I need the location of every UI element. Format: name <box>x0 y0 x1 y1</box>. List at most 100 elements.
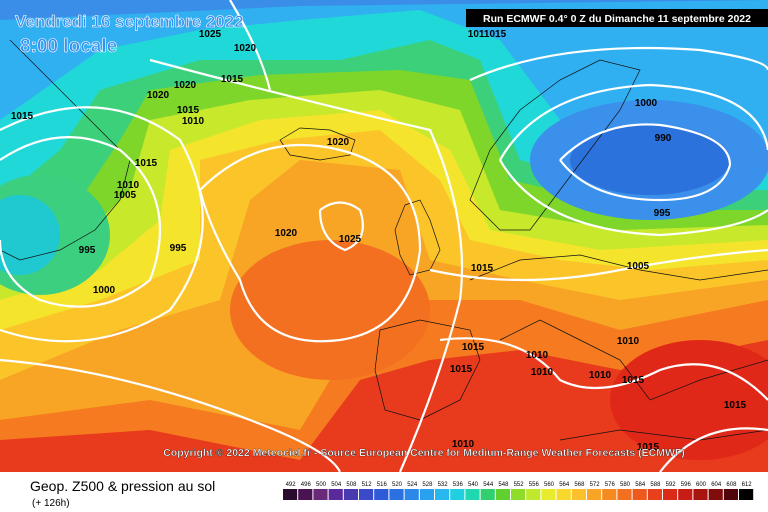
scale-swatch <box>571 489 586 500</box>
scale-label: 568 <box>574 482 585 488</box>
scale-swatch <box>450 489 465 500</box>
scale-label: 524 <box>407 482 418 488</box>
scale-label: 496 <box>301 482 312 488</box>
scale-label: 508 <box>346 482 357 488</box>
run-info: Run ECMWF 0.4° 0 Z du Dimanche 11 septem… <box>483 13 751 25</box>
isobar-labels: 1025102010110151015102010151020101510101… <box>11 29 747 453</box>
isobar-label: 1025 <box>339 234 362 245</box>
scale-label: 608 <box>726 482 737 488</box>
isobar-label: 1011015 <box>468 29 507 40</box>
scale-label: 612 <box>742 482 753 488</box>
scale-swatch <box>389 489 404 500</box>
isobar-label: 1015 <box>221 74 244 85</box>
scale-swatch <box>328 489 343 500</box>
isobar-label: 1015 <box>622 375 645 386</box>
scale-label: 532 <box>438 482 449 488</box>
scale-label: 572 <box>590 482 601 488</box>
isobar-label: 1005 <box>114 190 137 201</box>
scale-label: 584 <box>635 482 646 488</box>
scale-swatch <box>511 489 526 500</box>
scale-label: 592 <box>666 482 677 488</box>
isobar-label: 1015 <box>177 105 200 116</box>
isobar-label: 995 <box>654 208 671 219</box>
isobar-label: 995 <box>79 245 96 256</box>
isobar-label: 1000 <box>635 98 658 109</box>
scale-label: 588 <box>650 482 661 488</box>
scale-label: 576 <box>605 482 616 488</box>
footer-title: Geop. Z500 & pression au sol <box>30 478 215 494</box>
forecast-time: 8:00 locale <box>20 36 117 57</box>
scale-swatch <box>343 489 358 500</box>
isobar-label: 1015 <box>450 364 473 375</box>
scale-swatch <box>602 489 617 500</box>
isobars <box>0 0 768 473</box>
scale-label: 552 <box>514 482 525 488</box>
isobar-label: 1020 <box>327 137 350 148</box>
scale-swatch <box>495 489 510 500</box>
run-box <box>466 9 768 27</box>
scale-label: 528 <box>422 482 433 488</box>
scale-swatch <box>526 489 541 500</box>
copyright: Copyright © 2022 Meteociel.fr - Source E… <box>163 447 685 459</box>
scale-swatch <box>313 489 328 500</box>
scale-label: 596 <box>681 482 692 488</box>
scale-swatch <box>647 489 662 500</box>
isobar-label: 1010 <box>182 116 205 127</box>
scale-swatch <box>374 489 389 500</box>
scale-label: 500 <box>316 482 327 488</box>
forecast-date: Vendredi 16 septembre 2022 <box>15 12 244 31</box>
isobar-label: 1010 <box>617 336 640 347</box>
isobar-label: 995 <box>170 243 187 254</box>
scale-swatch <box>617 489 632 500</box>
isobar-label: 1025 <box>199 29 222 40</box>
scale-swatch <box>678 489 693 500</box>
scale-label: 512 <box>362 482 373 488</box>
scale-swatch <box>435 489 450 500</box>
isobar-label: 990 <box>655 133 672 144</box>
isobar-label: 1010 <box>531 367 554 378</box>
scale-label: 564 <box>559 482 570 488</box>
scale-label: 556 <box>529 482 540 488</box>
scale-swatch <box>556 489 571 500</box>
isobar-label: 1015 <box>11 111 34 122</box>
height-blob <box>230 240 430 380</box>
isobar-label: 1010 <box>452 439 475 450</box>
scale-swatch <box>632 489 647 500</box>
scale-label: 548 <box>498 482 509 488</box>
scale-label: 536 <box>453 482 464 488</box>
scale-swatch <box>693 489 708 500</box>
height-band <box>0 0 768 20</box>
scale-swatch <box>723 489 738 500</box>
scale-label: 540 <box>468 482 479 488</box>
isobar-label: 1010 <box>526 350 549 361</box>
color-scale: 492 496 500 504 508 512 516 520 524 528 532 536 540 5… <box>283 482 754 500</box>
map <box>0 0 768 472</box>
header: Vendredi 16 septembre 2022 8:00 locale R… <box>15 9 768 459</box>
isobar-label: 1015 <box>135 158 158 169</box>
isobar-label: 1020 <box>147 90 170 101</box>
scale-label: 580 <box>620 482 631 488</box>
scale-swatch <box>708 489 723 500</box>
scale-swatch <box>404 489 419 500</box>
scale-swatch <box>359 489 374 500</box>
scale-label: 600 <box>696 482 707 488</box>
scale-swatch <box>298 489 313 500</box>
scale-swatch <box>663 489 678 500</box>
footer-lead: (+ 126h) <box>32 498 70 509</box>
isobar-label: 1015 <box>637 442 660 453</box>
scale-swatch <box>480 489 495 500</box>
isobar-label: 1010 <box>117 180 140 191</box>
scale-label: 604 <box>711 482 722 488</box>
height-blob <box>570 125 730 195</box>
isobar-label: 1000 <box>93 285 116 296</box>
scale-label: 504 <box>331 482 342 488</box>
isobar-label: 1015 <box>724 400 747 411</box>
scale-swatch <box>465 489 480 500</box>
scale-label: 544 <box>483 482 494 488</box>
scale-swatch <box>283 489 298 500</box>
isobar-label: 1020 <box>174 80 197 91</box>
height-blob <box>0 195 60 275</box>
scale-label: 516 <box>377 482 388 488</box>
scale-label: 560 <box>544 482 555 488</box>
